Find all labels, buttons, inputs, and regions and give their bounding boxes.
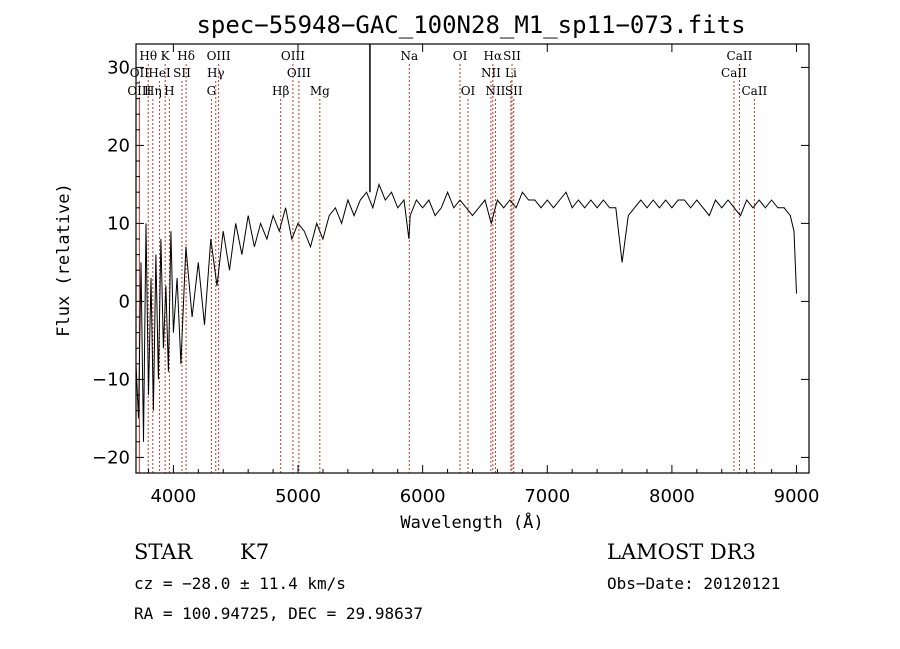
spectral-line-label: CaII (721, 66, 747, 80)
spectral-line-label: CaII (727, 49, 753, 63)
y-tick-label: −10 (92, 369, 130, 390)
spectral-line-label: Hα (484, 49, 503, 63)
survey-name: LAMOST DR3 (607, 540, 756, 564)
y-tick-label: 0 (119, 291, 130, 312)
spectral-line-label: K (161, 49, 171, 63)
spectral-line-label: SII (505, 84, 523, 98)
spectral-line-label: Hθ (139, 49, 157, 63)
spectral-line-label: OIII (281, 49, 305, 63)
spectral-subclass: K7 (240, 540, 270, 564)
obs-date: Obs−Date: 20120121 (607, 574, 781, 593)
spectral-line-label: SII (173, 66, 191, 80)
spectral-line-label: Na (400, 49, 418, 63)
y-tick-label: 10 (107, 213, 130, 234)
chart-title: spec−55948−GAC_100N28_M1_sp11−073.fits (196, 11, 745, 39)
y-tick-label: 20 (107, 135, 130, 156)
spectral-line-label: Hδ (177, 49, 195, 63)
spectral-line-label: OIII (207, 49, 231, 63)
x-axis: 4000 5000 6000 7000 8000 9000 (147, 44, 820, 507)
spectral-line-label: Hη (144, 84, 162, 98)
spectral-line-label: OI (461, 84, 476, 98)
redshift-cz: cz = −28.0 ± 11.4 km/s (134, 574, 346, 593)
spectral-line-label: Hβ (272, 84, 289, 98)
spectral-line-label: CaII (741, 84, 767, 98)
y-tick-label: −20 (92, 447, 130, 468)
spectral-line-label: OIII (287, 66, 311, 80)
coordinates: RA = 100.94725, DEC = 29.98637 (134, 604, 423, 623)
spectral-line-label: NII (481, 66, 501, 80)
x-tick-label: 6000 (400, 486, 446, 507)
spectral-line-label: OIII (127, 84, 151, 98)
spectral-line-label: G (207, 84, 217, 98)
spectrum-line (135, 182, 797, 442)
x-tick-label: 4000 (150, 486, 196, 507)
spectral-line-label: Li (505, 66, 517, 80)
spectral-line-label: OII (130, 66, 150, 80)
x-axis-label: Wavelength (Å) (400, 511, 543, 533)
spectral-line-label: H (164, 84, 174, 98)
y-axis-label: Flux (relative) (54, 183, 74, 337)
spectral-line-label: Mg (310, 84, 330, 98)
x-tick-label: 8000 (649, 486, 695, 507)
plot-frame (135, 43, 810, 474)
spectral-line-label: OI (453, 49, 468, 63)
y-tick-label: 30 (107, 57, 130, 78)
x-tick-label: 9000 (774, 486, 820, 507)
y-axis: −20 −10 0 10 20 30 (92, 57, 809, 468)
spectral-line-label: Hγ (207, 66, 225, 80)
x-tick-label: 5000 (275, 486, 321, 507)
spectral-line-label: SII (503, 49, 521, 63)
spectral-line-markers (138, 64, 755, 473)
object-class: STAR (134, 540, 193, 564)
x-tick-label: 7000 (524, 486, 570, 507)
spectral-line-label: HeI (148, 66, 171, 80)
spectral-line-label: NII (485, 84, 505, 98)
spectrum-series (135, 44, 797, 442)
